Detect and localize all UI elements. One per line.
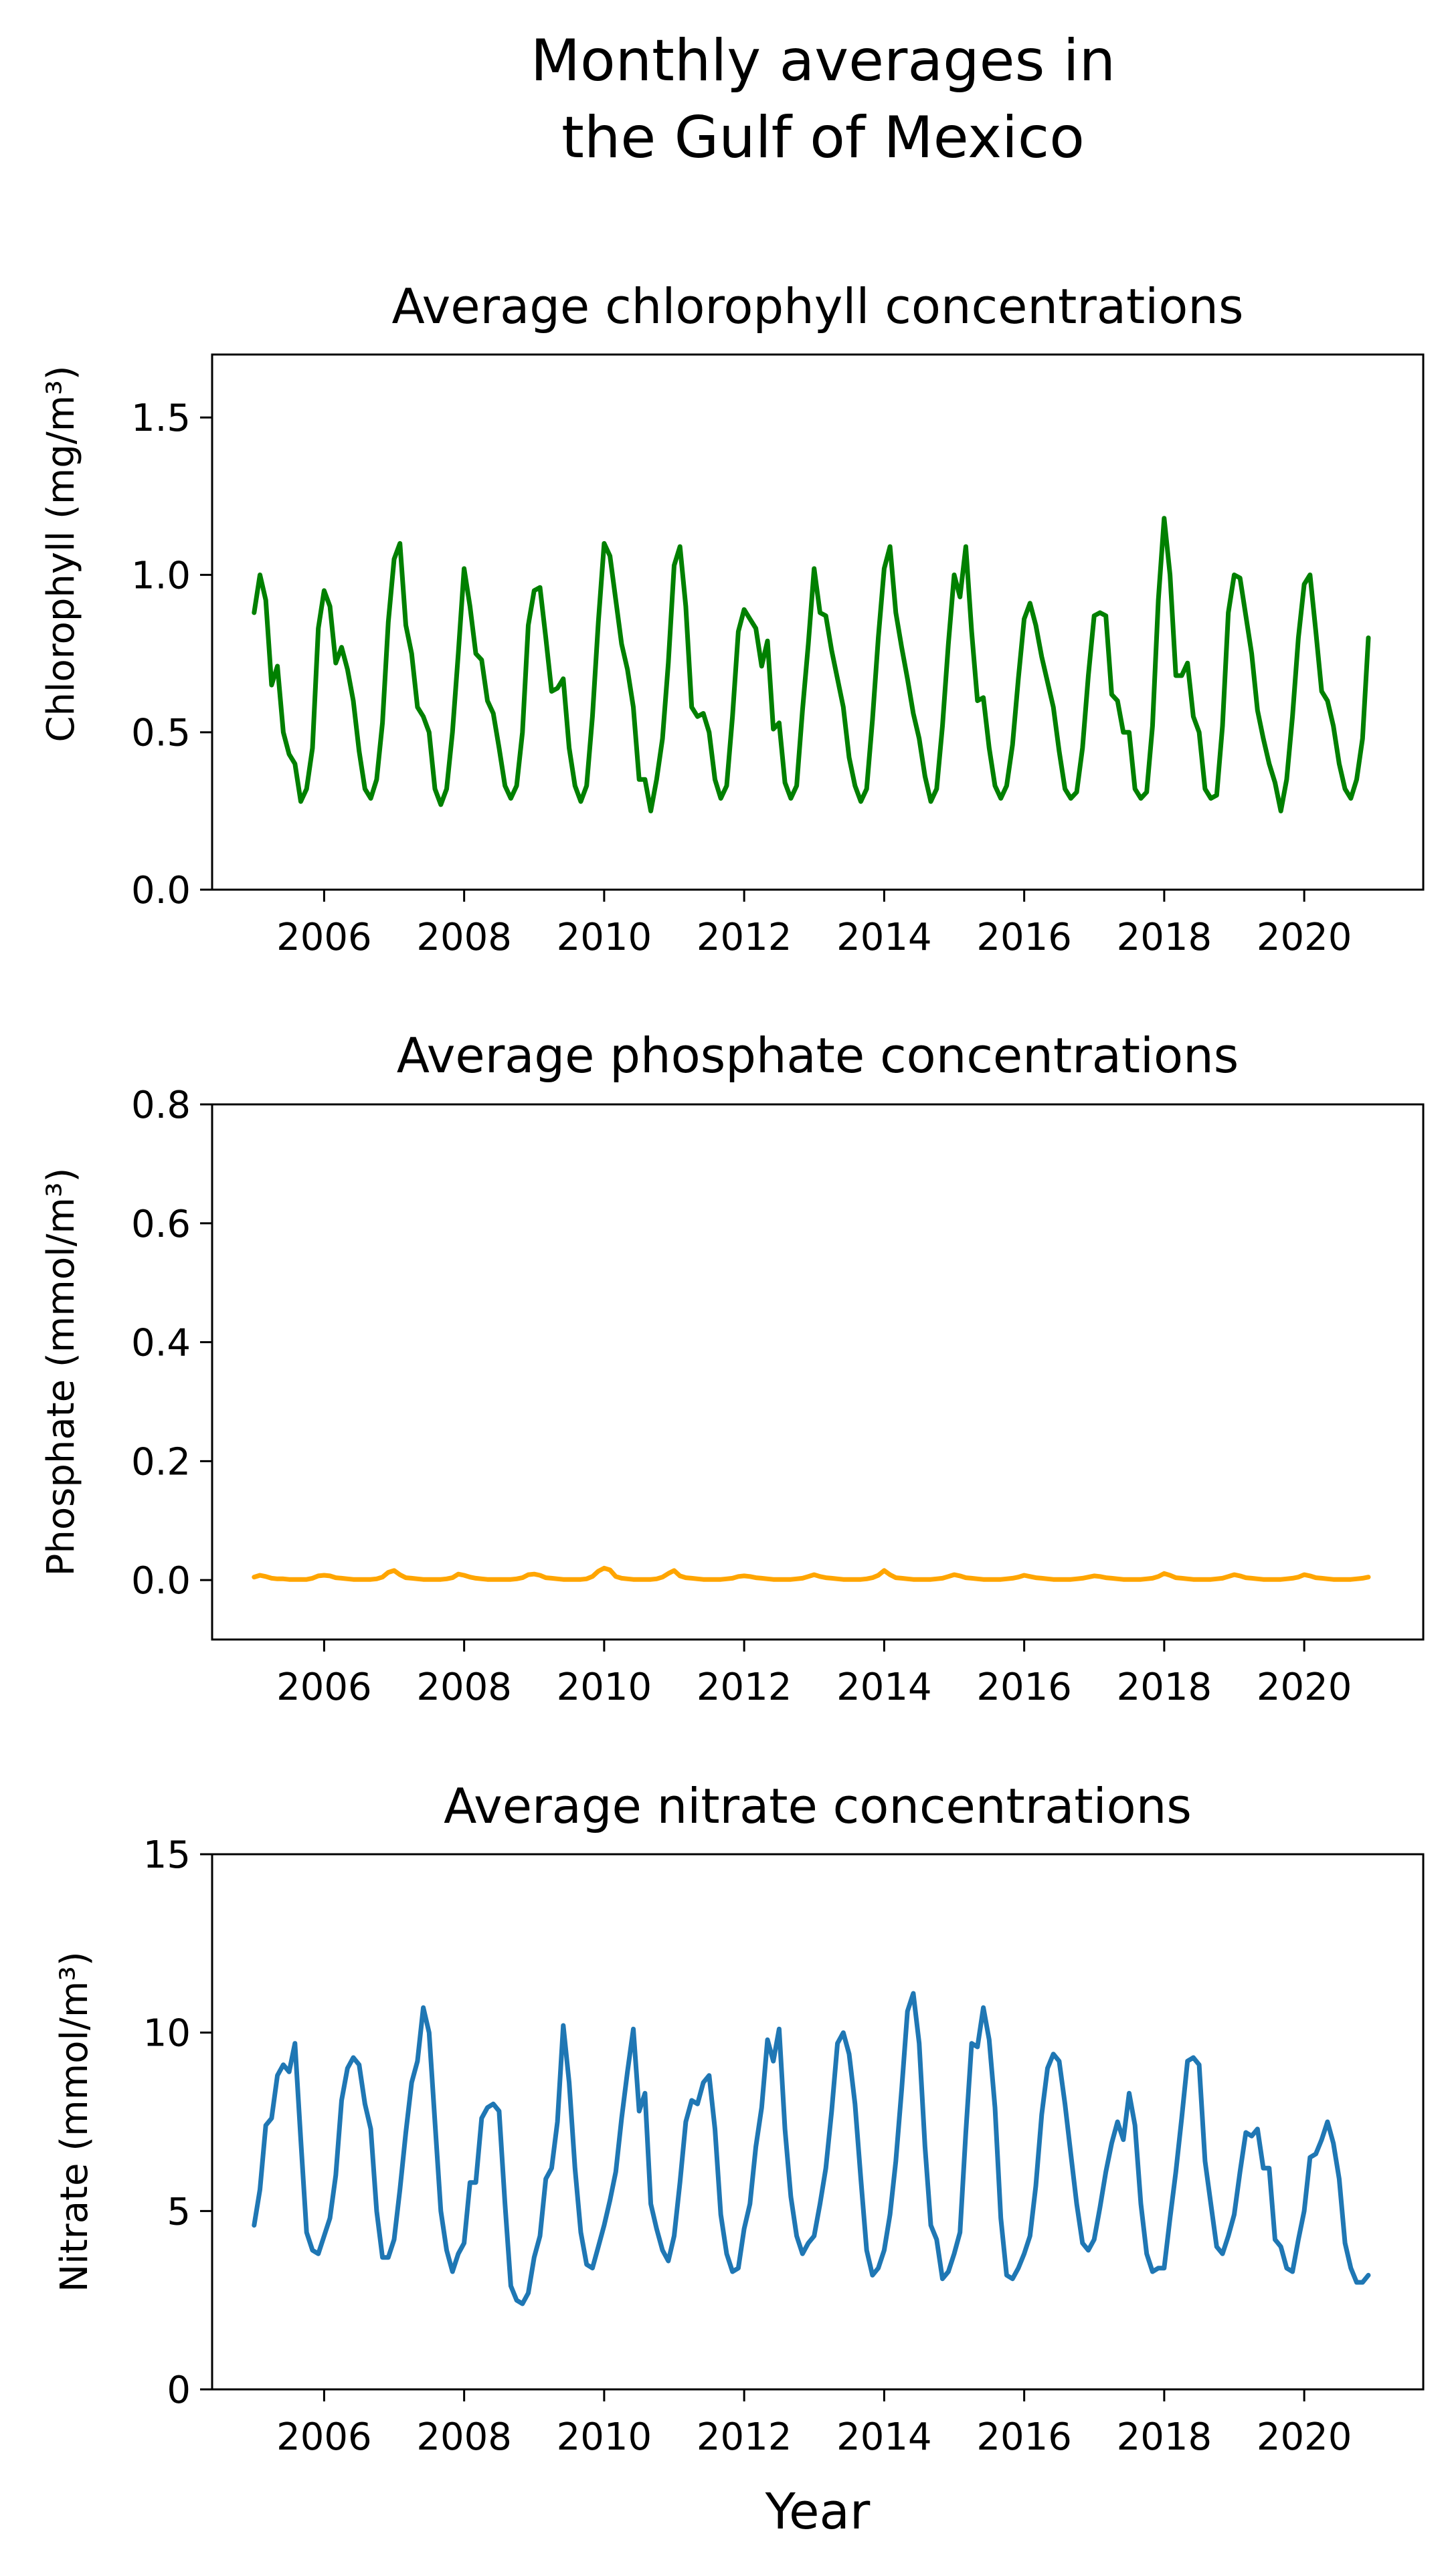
chlorophyll-title: Average chlorophyll concentrations [392,278,1244,334]
chlorophyll-ylabel: Chlorophyll (mg/m³) [39,365,83,742]
phosphate-panel: Average phosphate concentrations Phospha… [39,1027,1425,1709]
nitrate-xtick-label: 2014 [836,2415,932,2459]
phosphate-xtick-label: 2018 [1117,1666,1212,1709]
phosphate-ytick-label: 0.6 [131,1203,191,1246]
nitrate-xtick-label: 2020 [1257,2415,1352,2459]
chlorophyll-ytick-label: 0.5 [131,712,191,755]
phosphate-title: Average phosphate concentrations [397,1027,1239,1084]
phosphate-ticks: 2006 2008 2010 2012 2014 2016 2018 2020 0.0 0.2 0.… [131,1084,1352,1709]
chlorophyll-xtick-label: 2014 [836,916,932,959]
nitrate-ytick-label: 5 [167,2190,191,2234]
figure-title-line2: the Gulf of Mexico [561,104,1085,171]
nitrate-xtick-label: 2008 [416,2415,512,2459]
nitrate-xtick-label: 2016 [976,2415,1072,2459]
chlorophyll-axes-frame [211,353,1425,891]
chlorophyll-xtick-label: 2008 [416,916,512,959]
nitrate-ytick-label: 15 [143,1834,191,1877]
nitrate-xtick-label: 2012 [697,2415,792,2459]
phosphate-series-line [252,1565,1371,1582]
chlorophyll-plot-area [252,516,1371,813]
nitrate-xtick-label: 2010 [557,2415,652,2459]
nitrate-axes-frame [211,1853,1425,2391]
nitrate-plot-area [252,1991,1371,2306]
x-axis-label: Year [765,2483,871,2541]
nitrate-ylabel: Nitrate (mmol/m³) [53,1951,96,2292]
phosphate-ytick-label: 0.2 [131,1440,191,1484]
nitrate-series-line [252,1991,1371,2306]
nitrate-title: Average nitrate concentrations [444,1778,1192,1834]
chlorophyll-ytick-label: 1.5 [131,397,191,440]
figure-title-line1: Monthly averages in [531,27,1115,94]
chlorophyll-ytick-label: 1.0 [131,554,191,597]
chlorophyll-ticks: 2006 2008 2010 2012 2014 2016 2018 2020 0.0 0.5 1.… [131,397,1352,959]
chlorophyll-xtick-label: 2020 [1257,916,1352,959]
nitrate-ytick-label: 0 [167,2369,191,2412]
phosphate-xtick-label: 2006 [276,1666,372,1709]
phosphate-ytick-label: 0.4 [131,1322,191,1365]
chlorophyll-xtick-label: 2016 [976,916,1072,959]
phosphate-ytick-label: 0.0 [131,1559,191,1603]
nitrate-xtick-label: 2018 [1117,2415,1212,2459]
chlorophyll-series-line [252,516,1371,813]
phosphate-axes-frame [211,1103,1425,1641]
nitrate-panel: Average nitrate concentrations Nitrate (… [53,1778,1425,2459]
phosphate-xtick-label: 2012 [697,1666,792,1709]
phosphate-plot-area [252,1565,1371,1582]
chlorophyll-xtick-label: 2018 [1117,916,1212,959]
chlorophyll-ytick-label: 0.0 [131,869,191,912]
phosphate-ylabel: Phosphate (mmol/m³) [39,1168,83,1577]
nitrate-xtick-label: 2006 [276,2415,372,2459]
phosphate-ytick-label: 0.8 [131,1084,191,1127]
chlorophyll-xtick-label: 2006 [276,916,372,959]
phosphate-xtick-label: 2008 [416,1666,512,1709]
nitrate-ytick-label: 10 [143,2012,191,2056]
phosphate-xtick-label: 2016 [976,1666,1072,1709]
nitrate-ticks: 2006 2008 2010 2012 2014 2016 2018 2020 0 5 10 15 [143,1834,1352,2459]
phosphate-xtick-label: 2010 [557,1666,652,1709]
chlorophyll-panel: Average chlorophyll concentrations Chlor… [39,278,1425,959]
phosphate-xtick-label: 2014 [836,1666,932,1709]
chlorophyll-xtick-label: 2010 [557,916,652,959]
chlorophyll-xtick-label: 2012 [697,916,792,959]
phosphate-xtick-label: 2020 [1257,1666,1352,1709]
